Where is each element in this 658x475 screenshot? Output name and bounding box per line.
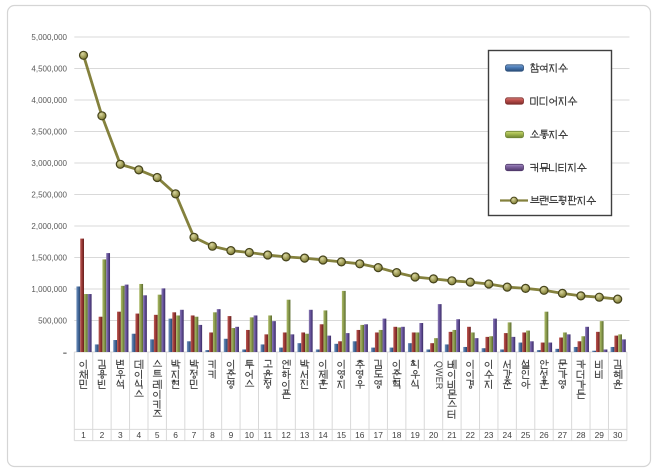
svg-text:28: 28 [576,430,586,440]
svg-text:3,500,000: 3,500,000 [31,127,67,136]
svg-text:18: 18 [392,430,402,440]
svg-text:7: 7 [192,430,197,440]
svg-text:13: 13 [300,430,310,440]
svg-text:29: 29 [595,430,605,440]
svg-text:25: 25 [521,430,531,440]
svg-text:2,500,000: 2,500,000 [31,190,67,199]
svg-text:2,000,000: 2,000,000 [31,222,67,231]
svg-text:14: 14 [318,430,328,440]
svg-text:3,000,000: 3,000,000 [31,159,67,168]
svg-text:27: 27 [558,430,568,440]
svg-text:17: 17 [374,430,384,440]
svg-text:11: 11 [263,430,272,440]
svg-text:5,000,000: 5,000,000 [31,33,67,42]
svg-text:19: 19 [410,430,420,440]
svg-text:1,000,000: 1,000,000 [31,285,67,294]
svg-text:8: 8 [210,430,215,440]
svg-text:26: 26 [539,430,549,440]
svg-text:24: 24 [503,430,513,440]
svg-text:16: 16 [355,430,365,440]
svg-text:12: 12 [281,430,291,440]
svg-text:20: 20 [429,430,439,440]
svg-text:15: 15 [337,430,347,440]
svg-text:1,500,000: 1,500,000 [31,253,67,262]
svg-text:500,000: 500,000 [38,316,67,325]
svg-text:9: 9 [229,430,234,440]
svg-text:30: 30 [613,430,623,440]
svg-text:1: 1 [81,430,86,440]
svg-text:23: 23 [484,430,494,440]
svg-text:3: 3 [118,430,123,440]
svg-text:4,000,000: 4,000,000 [31,96,67,105]
svg-text:2: 2 [100,430,105,440]
svg-text:21: 21 [447,430,457,440]
svg-text:6: 6 [173,430,178,440]
svg-text:4,500,000: 4,500,000 [31,64,67,73]
svg-text:4: 4 [136,430,141,440]
svg-text:QWER: QWER [434,361,444,390]
svg-text:10: 10 [245,430,255,440]
svg-text:22: 22 [466,430,476,440]
svg-text:5: 5 [155,430,160,440]
